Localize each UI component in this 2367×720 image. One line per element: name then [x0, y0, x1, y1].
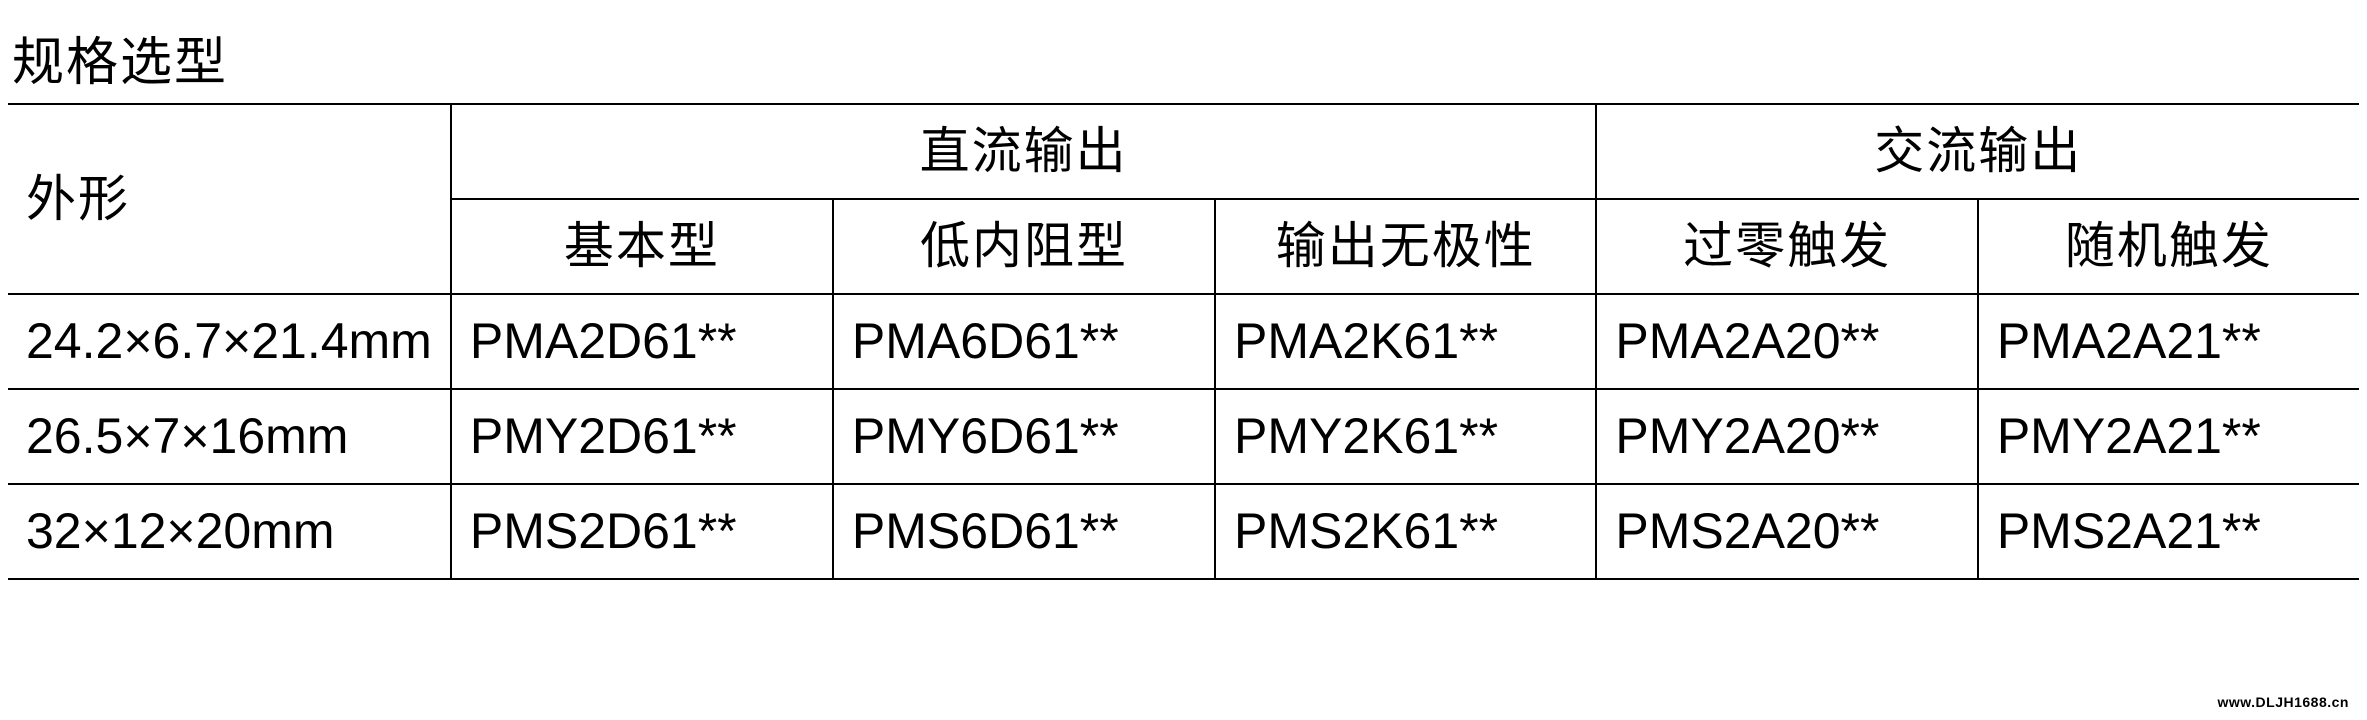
table-row: 24.2×6.7×21.4mm PMA2D61** PMA6D61** PMA2… [8, 294, 2359, 389]
watermark-text: www.DLJH1688.cn [2218, 694, 2349, 710]
data-cell: PMS2D61** [451, 484, 833, 579]
header-row-1: 外形 直流输出 交流输出 [8, 104, 2359, 199]
data-cell: PMA2D61** [451, 294, 833, 389]
table-row: 32×12×20mm PMS2D61** PMS6D61** PMS2K61**… [8, 484, 2359, 579]
sub-header: 基本型 [451, 199, 833, 294]
data-cell: PMS2K61** [1215, 484, 1596, 579]
data-cell: PMA2A20** [1596, 294, 1977, 389]
group-header-dc: 直流输出 [451, 104, 1597, 199]
sub-header: 输出无极性 [1215, 199, 1596, 294]
data-cell: PMA6D61** [833, 294, 1215, 389]
table-row: 26.5×7×16mm PMY2D61** PMY6D61** PMY2K61*… [8, 389, 2359, 484]
data-cell: PMS2A21** [1978, 484, 2359, 579]
row-label: 26.5×7×16mm [8, 389, 451, 484]
data-cell: PMS6D61** [833, 484, 1215, 579]
data-cell: PMA2K61** [1215, 294, 1596, 389]
row-label: 24.2×6.7×21.4mm [8, 294, 451, 389]
data-cell: PMA2A21** [1978, 294, 2359, 389]
data-cell: PMY2D61** [451, 389, 833, 484]
row-label-header: 外形 [8, 104, 451, 294]
page-title: 规格选型 [8, 20, 2359, 95]
sub-header: 过零触发 [1596, 199, 1977, 294]
group-header-ac: 交流输出 [1596, 104, 2359, 199]
data-cell: PMS2A20** [1596, 484, 1977, 579]
sub-header: 随机触发 [1978, 199, 2359, 294]
data-cell: PMY6D61** [833, 389, 1215, 484]
sub-header: 低内阻型 [833, 199, 1215, 294]
row-label: 32×12×20mm [8, 484, 451, 579]
data-cell: PMY2A21** [1978, 389, 2359, 484]
data-cell: PMY2K61** [1215, 389, 1596, 484]
spec-table: 外形 直流输出 交流输出 基本型 低内阻型 输出无极性 过零触发 随机触发 24… [8, 103, 2359, 580]
data-cell: PMY2A20** [1596, 389, 1977, 484]
